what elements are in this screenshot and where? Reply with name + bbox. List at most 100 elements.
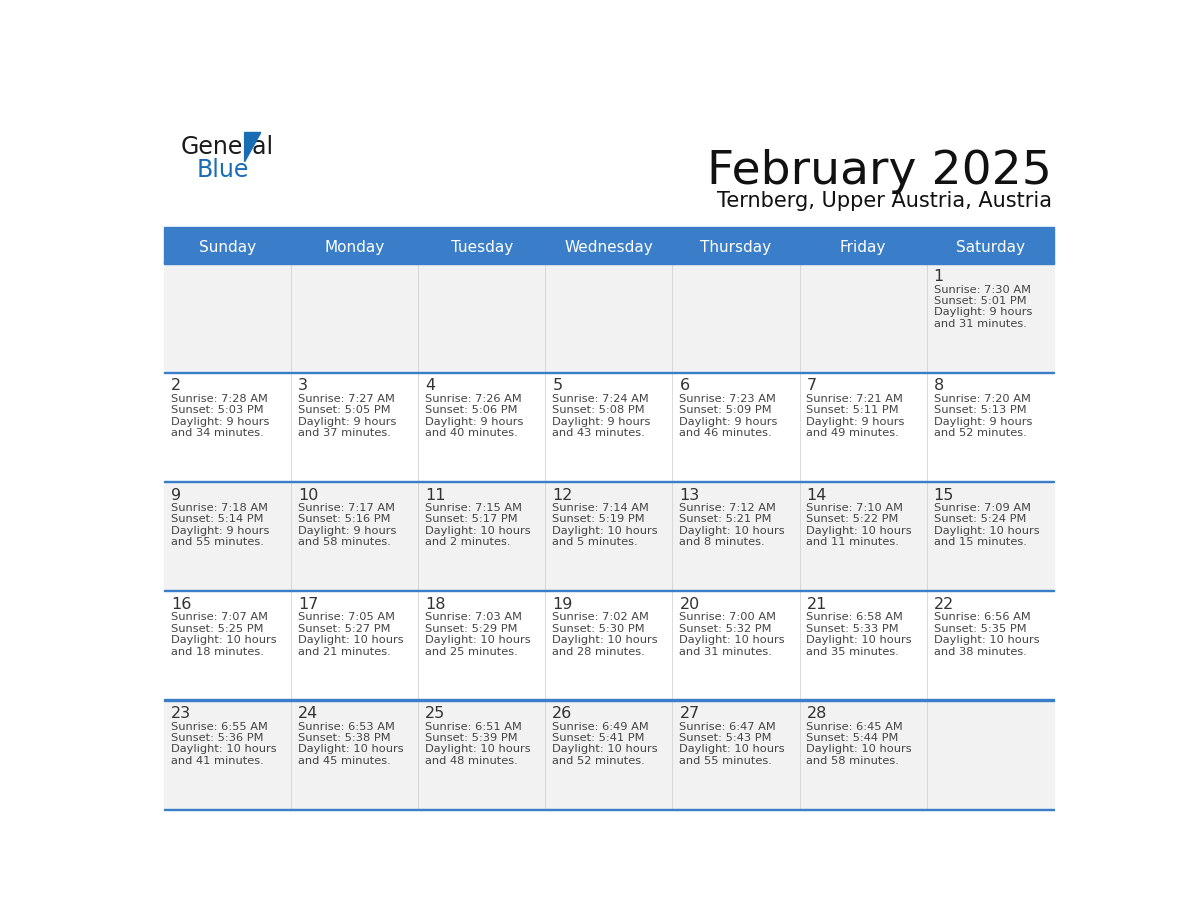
Text: and 55 minutes.: and 55 minutes. [171,537,264,547]
Text: and 37 minutes.: and 37 minutes. [298,428,391,438]
Text: Sunday: Sunday [198,241,257,255]
Text: Sunrise: 7:30 AM: Sunrise: 7:30 AM [934,285,1030,295]
Text: Sunset: 5:24 PM: Sunset: 5:24 PM [934,514,1026,524]
Text: and 8 minutes.: and 8 minutes. [680,537,765,547]
Text: 18: 18 [425,597,446,612]
Text: 23: 23 [171,706,191,722]
Text: 6: 6 [680,378,689,394]
Text: 20: 20 [680,597,700,612]
Text: and 34 minutes.: and 34 minutes. [171,428,264,438]
Text: Sunrise: 6:45 AM: Sunrise: 6:45 AM [807,722,903,732]
Text: Sunset: 5:08 PM: Sunset: 5:08 PM [552,405,645,415]
Text: Daylight: 10 hours: Daylight: 10 hours [552,635,658,645]
Text: 17: 17 [298,597,318,612]
Text: Daylight: 10 hours: Daylight: 10 hours [298,744,404,755]
Text: and 31 minutes.: and 31 minutes. [680,646,772,656]
Text: General: General [181,135,274,159]
Text: Sunrise: 7:17 AM: Sunrise: 7:17 AM [298,503,396,513]
Text: Sunset: 5:41 PM: Sunset: 5:41 PM [552,733,645,743]
Text: Sunrise: 7:14 AM: Sunrise: 7:14 AM [552,503,649,513]
Text: Tuesday: Tuesday [450,241,513,255]
Text: and 41 minutes.: and 41 minutes. [171,756,264,766]
Text: 15: 15 [934,487,954,503]
Text: 10: 10 [298,487,318,503]
Text: 27: 27 [680,706,700,722]
Text: Daylight: 9 hours: Daylight: 9 hours [934,308,1032,318]
Text: Daylight: 9 hours: Daylight: 9 hours [552,417,651,427]
Text: Daylight: 10 hours: Daylight: 10 hours [171,635,277,645]
Text: and 45 minutes.: and 45 minutes. [298,756,391,766]
Text: Sunrise: 7:15 AM: Sunrise: 7:15 AM [425,503,523,513]
Text: Sunrise: 7:02 AM: Sunrise: 7:02 AM [552,612,649,622]
Text: Sunset: 5:38 PM: Sunset: 5:38 PM [298,733,391,743]
Text: Sunrise: 6:53 AM: Sunrise: 6:53 AM [298,722,394,732]
Text: Daylight: 9 hours: Daylight: 9 hours [171,526,270,536]
Text: and 25 minutes.: and 25 minutes. [425,646,518,656]
Text: Sunset: 5:09 PM: Sunset: 5:09 PM [680,405,772,415]
Text: Sunset: 5:30 PM: Sunset: 5:30 PM [552,623,645,633]
Text: Sunrise: 7:27 AM: Sunrise: 7:27 AM [298,394,394,404]
Text: Daylight: 10 hours: Daylight: 10 hours [680,744,785,755]
Text: and 48 minutes.: and 48 minutes. [425,756,518,766]
Text: Sunrise: 7:09 AM: Sunrise: 7:09 AM [934,503,1030,513]
Text: and 43 minutes.: and 43 minutes. [552,428,645,438]
Text: Sunset: 5:21 PM: Sunset: 5:21 PM [680,514,772,524]
Text: and 28 minutes.: and 28 minutes. [552,646,645,656]
Text: Sunrise: 7:10 AM: Sunrise: 7:10 AM [807,503,904,513]
Text: 8: 8 [934,378,943,394]
Text: 13: 13 [680,487,700,503]
Text: and 52 minutes.: and 52 minutes. [934,428,1026,438]
Text: Sunrise: 7:00 AM: Sunrise: 7:00 AM [680,612,777,622]
Text: Sunset: 5:06 PM: Sunset: 5:06 PM [425,405,518,415]
Text: 2: 2 [171,378,181,394]
Text: Sunset: 5:25 PM: Sunset: 5:25 PM [171,623,264,633]
Text: 24: 24 [298,706,318,722]
Text: Sunrise: 6:55 AM: Sunrise: 6:55 AM [171,722,267,732]
Text: 28: 28 [807,706,827,722]
Text: Sunset: 5:11 PM: Sunset: 5:11 PM [807,405,899,415]
Text: 7: 7 [807,378,816,394]
Text: Daylight: 10 hours: Daylight: 10 hours [425,635,531,645]
Text: Daylight: 10 hours: Daylight: 10 hours [680,635,785,645]
Text: Sunset: 5:19 PM: Sunset: 5:19 PM [552,514,645,524]
Text: Sunrise: 7:24 AM: Sunrise: 7:24 AM [552,394,649,404]
Text: Sunrise: 6:56 AM: Sunrise: 6:56 AM [934,612,1030,622]
Text: Sunrise: 7:07 AM: Sunrise: 7:07 AM [171,612,268,622]
Text: Daylight: 10 hours: Daylight: 10 hours [552,744,658,755]
Text: Daylight: 9 hours: Daylight: 9 hours [807,417,905,427]
Text: Sunset: 5:14 PM: Sunset: 5:14 PM [171,514,264,524]
Text: Sunrise: 6:47 AM: Sunrise: 6:47 AM [680,722,776,732]
Text: Sunset: 5:03 PM: Sunset: 5:03 PM [171,405,264,415]
Text: and 58 minutes.: and 58 minutes. [298,537,391,547]
Text: Sunrise: 7:20 AM: Sunrise: 7:20 AM [934,394,1030,404]
Text: 21: 21 [807,597,827,612]
Text: Sunset: 5:01 PM: Sunset: 5:01 PM [934,296,1026,306]
Text: 12: 12 [552,487,573,503]
Bar [164,591,1054,700]
Text: Daylight: 9 hours: Daylight: 9 hours [298,417,397,427]
Bar [164,263,1054,373]
Text: Daylight: 9 hours: Daylight: 9 hours [934,417,1032,427]
Text: Daylight: 10 hours: Daylight: 10 hours [934,526,1040,536]
Text: Sunset: 5:16 PM: Sunset: 5:16 PM [298,514,391,524]
Text: Daylight: 10 hours: Daylight: 10 hours [298,635,404,645]
Text: Sunrise: 7:05 AM: Sunrise: 7:05 AM [298,612,396,622]
Text: Sunrise: 6:58 AM: Sunrise: 6:58 AM [807,612,903,622]
Text: Ternberg, Upper Austria, Austria: Ternberg, Upper Austria, Austria [718,191,1053,211]
Text: Sunset: 5:13 PM: Sunset: 5:13 PM [934,405,1026,415]
Text: 16: 16 [171,597,191,612]
Text: 11: 11 [425,487,446,503]
Text: and 18 minutes.: and 18 minutes. [171,646,264,656]
Text: and 40 minutes.: and 40 minutes. [425,428,518,438]
Text: and 15 minutes.: and 15 minutes. [934,537,1026,547]
Bar [164,227,1054,232]
Text: Sunrise: 6:51 AM: Sunrise: 6:51 AM [425,722,522,732]
Text: Sunset: 5:32 PM: Sunset: 5:32 PM [680,623,772,633]
Bar [164,482,1054,591]
Text: and 35 minutes.: and 35 minutes. [807,646,899,656]
Text: Blue: Blue [196,158,249,182]
Text: Daylight: 10 hours: Daylight: 10 hours [552,526,658,536]
Text: 4: 4 [425,378,435,394]
Bar [164,481,1054,482]
Text: Sunset: 5:17 PM: Sunset: 5:17 PM [425,514,518,524]
